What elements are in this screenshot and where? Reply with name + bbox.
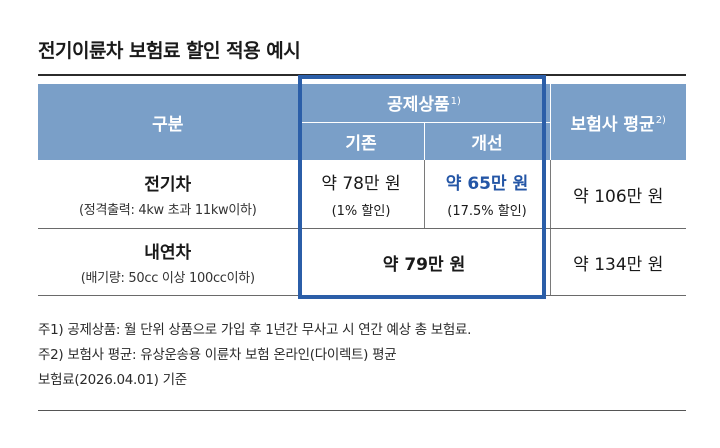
existing-price: 약 78만 원 (321, 174, 401, 194)
footnote-2: 주2) 보험사 평균: 유상운송용 이륜차 보험 온라인(다이렉트) 평균 (38, 347, 397, 363)
header-improved: 개선 (423, 121, 551, 160)
footnote-2-continued: 보험료(2026.04.01) 기준 (38, 372, 187, 388)
vehicle-type-electric: 전기차 (144, 175, 192, 195)
footnote-mark-1: 1) (450, 95, 461, 107)
header-insurer-average: 보험사 평균2) (549, 84, 687, 160)
existing-discount: (1% 할인) (331, 204, 391, 219)
footnote-mark-2: 2) (655, 114, 666, 126)
footnotes: 주1) 공제상품: 월 단위 상품으로 가입 후 1년간 무사고 시 연간 예상… (38, 318, 686, 393)
improved-price: 약 65만 원 (445, 174, 529, 194)
vehicle-type-combustion: 내연차 (144, 243, 192, 263)
row-label-combustion: 내연차 (배기량: 50cc 이상 100cc이하) (38, 228, 298, 296)
cell-improved-price: 약 65만 원 (17.5% 할인) (423, 160, 551, 229)
table-row-combustion: 내연차 (배기량: 50cc 이상 100cc이하) 약 79만 원 약 134… (38, 228, 687, 296)
table-row-electric: 전기차 (정격출력: 4kw 초과 11kw이하) 약 78만 원 (1% 할인… (38, 160, 687, 229)
header-existing: 기존 (297, 121, 424, 160)
improved-discount: (17.5% 할인) (447, 204, 527, 219)
header-insurer-average-label: 보험사 평균 (570, 114, 655, 135)
page-title: 전기이륜차 보험료 할인 적용 예시 (38, 40, 301, 62)
premium-comparison-table: 구분 공제상품1) 보험사 평균2) 기존 개선 전기차 (정격출력: 4kw … (38, 84, 687, 296)
top-divider (38, 74, 686, 76)
mutual-price-combustion: 약 79만 원 (297, 228, 551, 296)
vehicle-spec-electric: (정격출력: 4kw 초과 11kw이하) (79, 203, 257, 218)
bottom-divider (38, 410, 686, 411)
row-label-electric: 전기차 (정격출력: 4kw 초과 11kw이하) (38, 160, 298, 229)
footnote-1: 주1) 공제상품: 월 단위 상품으로 가입 후 1년간 무사고 시 연간 예상… (38, 322, 472, 338)
insurer-average-combustion: 약 134만 원 (549, 228, 687, 296)
insurer-average-electric: 약 106만 원 (549, 160, 687, 229)
header-mutual-product-label: 공제상품 (387, 95, 450, 116)
header-mutual-product: 공제상품1) (297, 84, 551, 122)
vehicle-spec-combustion: (배기량: 50cc 이상 100cc이하) (80, 271, 255, 286)
header-category: 구분 (38, 84, 298, 160)
cell-existing-price: 약 78만 원 (1% 할인) (297, 160, 424, 229)
